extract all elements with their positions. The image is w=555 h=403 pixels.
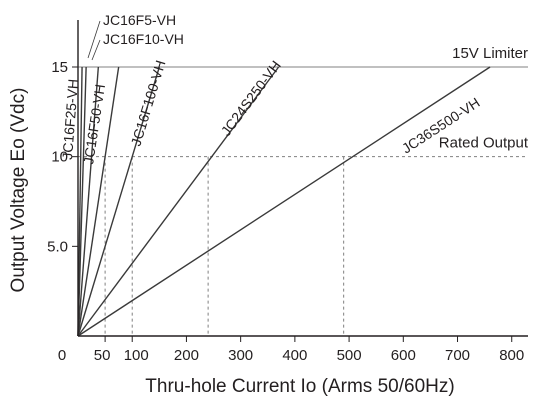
jc16f5-vh-label: JC16F5-VH — [103, 12, 176, 28]
y-tick-label: 5.0 — [47, 238, 68, 255]
jc36s500-vh-line — [77, 66, 491, 337]
x-tick-label: 500 — [337, 347, 362, 364]
x-tick-label: 100 — [124, 347, 149, 364]
rated-output-label: Rated Output — [439, 135, 529, 152]
x-tick-label: 600 — [391, 347, 416, 364]
jc24s250-vh-line — [77, 66, 280, 337]
label-leader-line — [91, 39, 101, 61]
x-tick-label: 800 — [499, 347, 524, 364]
jc16f10-vh-line — [77, 66, 87, 337]
x-tick-label: 200 — [174, 347, 199, 364]
y-tick-label: 15 — [51, 59, 68, 76]
jc16f50-vh-line — [77, 66, 120, 337]
x-axis-title: Thru-hole Current Io (Arms 50/60Hz) — [145, 376, 454, 397]
x-tick-label: 700 — [445, 347, 470, 364]
jc16f25-vh-line — [77, 66, 100, 337]
jc16f100-vh-label: JC16F100-VH — [128, 58, 169, 148]
jc16f100-vh-line — [77, 66, 160, 337]
x-tick-label: 400 — [282, 347, 307, 364]
x-tick-label: 50 — [94, 347, 111, 364]
jc16f25-vh-label: JC16F25-VH — [59, 78, 81, 160]
jc16f10-vh-label: JC16F10-VH — [103, 31, 184, 47]
x-tick-label: 300 — [228, 347, 253, 364]
15v-limiter-label: 15V Limiter — [452, 45, 528, 62]
jc24s250-vh-label: JC24S250-VH — [218, 57, 284, 138]
y-axis-title: Output Voltage Eo (Vdc) — [8, 88, 29, 293]
label-leader-line — [87, 20, 101, 59]
x-tick-label: 0 — [58, 347, 66, 364]
y-tick-label: 10 — [51, 149, 68, 166]
